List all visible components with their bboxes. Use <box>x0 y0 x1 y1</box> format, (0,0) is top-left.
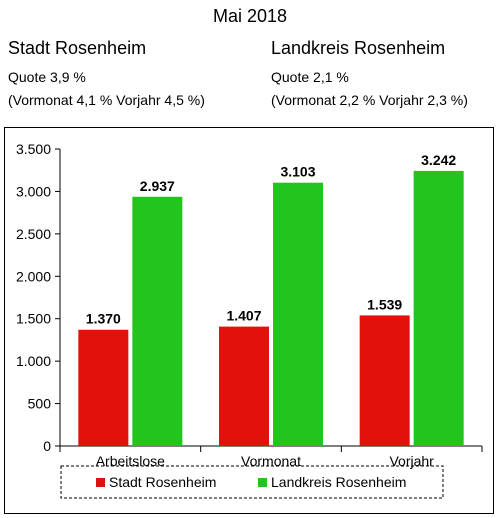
x-tick-label: Vormonat <box>241 453 301 469</box>
legend-label: Stadt Rosenheim <box>109 474 216 490</box>
legend-swatch <box>96 478 105 487</box>
data-label: 3.103 <box>280 164 315 180</box>
y-tick-label: 500 <box>28 396 52 412</box>
y-tick-label: 0 <box>43 438 51 454</box>
y-tick-label: 2.500 <box>16 226 51 242</box>
y-tick-label: 1.500 <box>16 311 51 327</box>
data-label: 3.242 <box>421 152 456 168</box>
bar-landkreis <box>273 182 323 446</box>
x-tick-label: Vorjahr <box>389 453 434 469</box>
legend-label: Landkreis Rosenheim <box>271 474 406 490</box>
legend-box <box>60 465 444 499</box>
legend-swatch <box>258 478 267 487</box>
bar-stadt <box>78 329 129 446</box>
city-previous-rates: (Vormonat 4,1 % Vorjahr 4,5 %) <box>8 92 205 108</box>
city-name: Stadt Rosenheim <box>8 38 147 58</box>
y-tick-label: 1.000 <box>16 353 51 369</box>
chart-frame <box>4 127 494 514</box>
city-quote: Quote 3,9 % <box>8 69 86 85</box>
y-tick-label: 2.000 <box>16 268 51 284</box>
data-label: 1.370 <box>86 311 121 327</box>
data-label: 1.407 <box>226 308 261 324</box>
x-tick-label: Arbeitslose <box>96 453 165 469</box>
y-tick-label: 3.500 <box>16 141 51 157</box>
district-quote: Quote 2,1 % <box>271 69 349 85</box>
district-name: Landkreis Rosenheim <box>271 38 446 58</box>
bar-stadt <box>359 315 410 446</box>
page-title: Mai 2018 <box>212 6 288 26</box>
data-label: 1.539 <box>367 296 402 312</box>
bar-stadt <box>219 326 269 446</box>
bar-landkreis <box>413 170 464 447</box>
data-label: 2.937 <box>140 178 175 194</box>
y-tick-label: 3.000 <box>16 183 51 199</box>
bar-landkreis <box>132 196 183 446</box>
district-previous-rates: (Vormonat 2,2 % Vorjahr 2,3 %) <box>271 92 468 108</box>
